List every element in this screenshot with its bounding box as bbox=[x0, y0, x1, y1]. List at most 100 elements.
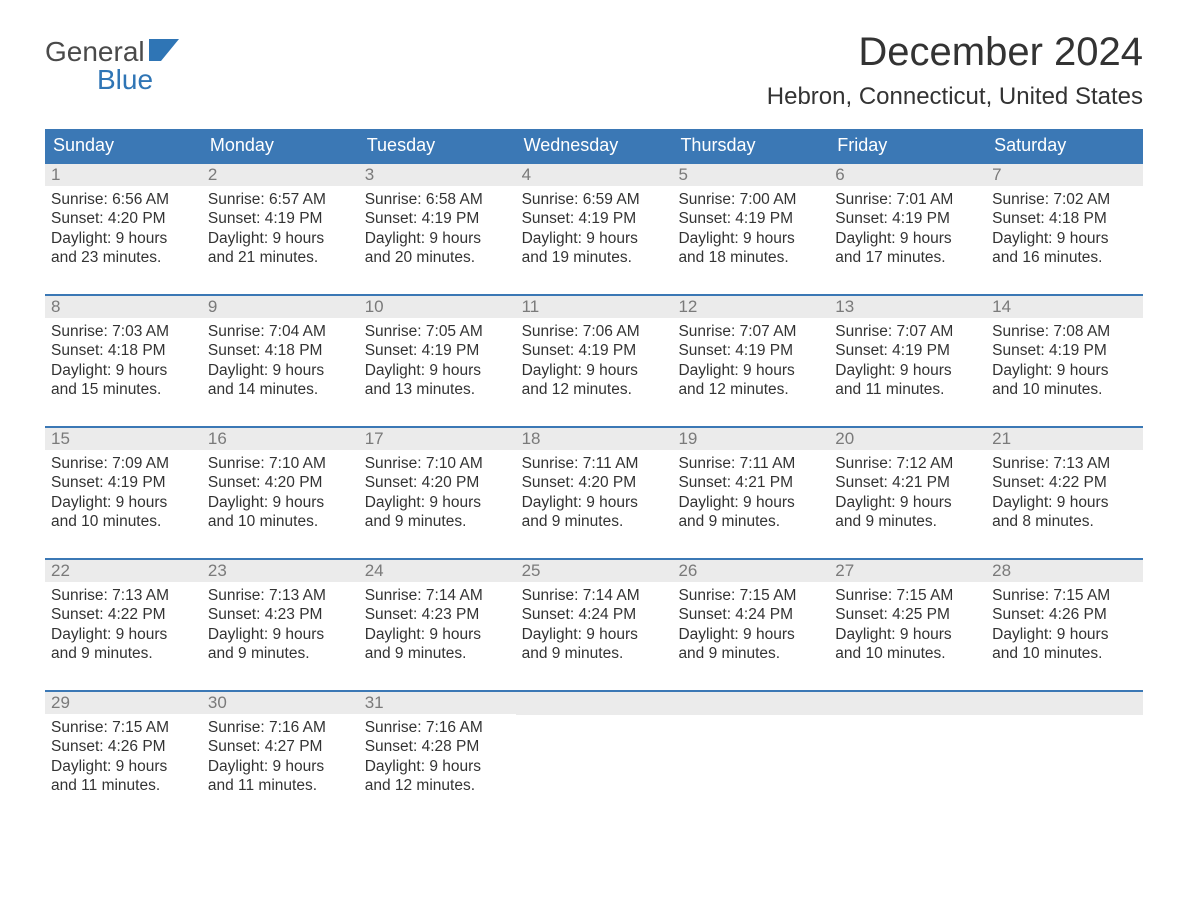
day-number: 17 bbox=[359, 428, 516, 450]
day-number: 4 bbox=[516, 164, 673, 186]
day-d2: and 12 minutes. bbox=[365, 776, 510, 795]
day-sunset: Sunset: 4:26 PM bbox=[51, 737, 196, 756]
day-cell: 13Sunrise: 7:07 AMSunset: 4:19 PMDayligh… bbox=[829, 296, 986, 418]
week-row: 15Sunrise: 7:09 AMSunset: 4:19 PMDayligh… bbox=[45, 426, 1143, 550]
day-d2: and 21 minutes. bbox=[208, 248, 353, 267]
day-d1: Daylight: 9 hours bbox=[365, 625, 510, 644]
day-sunrise: Sunrise: 7:06 AM bbox=[522, 322, 667, 341]
day-header-row: Sunday Monday Tuesday Wednesday Thursday… bbox=[45, 129, 1143, 162]
day-cell: 8Sunrise: 7:03 AMSunset: 4:18 PMDaylight… bbox=[45, 296, 202, 418]
day-body: Sunrise: 7:13 AMSunset: 4:23 PMDaylight:… bbox=[202, 582, 359, 670]
day-cell bbox=[516, 692, 673, 814]
day-cell: 12Sunrise: 7:07 AMSunset: 4:19 PMDayligh… bbox=[672, 296, 829, 418]
day-d1: Daylight: 9 hours bbox=[365, 493, 510, 512]
day-header-fri: Friday bbox=[829, 129, 986, 162]
day-d2: and 11 minutes. bbox=[51, 776, 196, 795]
day-cell: 9Sunrise: 7:04 AMSunset: 4:18 PMDaylight… bbox=[202, 296, 359, 418]
day-sunset: Sunset: 4:19 PM bbox=[835, 209, 980, 228]
day-body: Sunrise: 7:11 AMSunset: 4:21 PMDaylight:… bbox=[672, 450, 829, 538]
day-body: Sunrise: 7:09 AMSunset: 4:19 PMDaylight:… bbox=[45, 450, 202, 538]
day-d2: and 9 minutes. bbox=[522, 644, 667, 663]
day-cell: 1Sunrise: 6:56 AMSunset: 4:20 PMDaylight… bbox=[45, 164, 202, 286]
day-d2: and 11 minutes. bbox=[208, 776, 353, 795]
day-number: 6 bbox=[829, 164, 986, 186]
day-d1: Daylight: 9 hours bbox=[992, 625, 1137, 644]
weeks-container: 1Sunrise: 6:56 AMSunset: 4:20 PMDaylight… bbox=[45, 162, 1143, 814]
day-cell: 19Sunrise: 7:11 AMSunset: 4:21 PMDayligh… bbox=[672, 428, 829, 550]
logo: General Blue bbox=[45, 30, 179, 94]
day-cell bbox=[672, 692, 829, 814]
day-sunrise: Sunrise: 7:13 AM bbox=[51, 586, 196, 605]
day-d2: and 9 minutes. bbox=[365, 644, 510, 663]
day-sunrise: Sunrise: 7:16 AM bbox=[365, 718, 510, 737]
day-sunset: Sunset: 4:18 PM bbox=[208, 341, 353, 360]
title-block: December 2024 Hebron, Connecticut, Unite… bbox=[767, 30, 1143, 111]
day-sunrise: Sunrise: 7:04 AM bbox=[208, 322, 353, 341]
day-body: Sunrise: 7:01 AMSunset: 4:19 PMDaylight:… bbox=[829, 186, 986, 274]
day-sunset: Sunset: 4:19 PM bbox=[365, 341, 510, 360]
day-d1: Daylight: 9 hours bbox=[835, 625, 980, 644]
day-d2: and 11 minutes. bbox=[835, 380, 980, 399]
day-number: 25 bbox=[516, 560, 673, 582]
day-d1: Daylight: 9 hours bbox=[522, 493, 667, 512]
day-number: 11 bbox=[516, 296, 673, 318]
logo-flag-icon bbox=[149, 38, 179, 66]
day-cell: 22Sunrise: 7:13 AMSunset: 4:22 PMDayligh… bbox=[45, 560, 202, 682]
day-d1: Daylight: 9 hours bbox=[208, 229, 353, 248]
day-d2: and 12 minutes. bbox=[678, 380, 823, 399]
day-d1: Daylight: 9 hours bbox=[835, 361, 980, 380]
day-cell: 3Sunrise: 6:58 AMSunset: 4:19 PMDaylight… bbox=[359, 164, 516, 286]
day-cell: 21Sunrise: 7:13 AMSunset: 4:22 PMDayligh… bbox=[986, 428, 1143, 550]
day-body: Sunrise: 7:15 AMSunset: 4:25 PMDaylight:… bbox=[829, 582, 986, 670]
day-body: Sunrise: 7:15 AMSunset: 4:24 PMDaylight:… bbox=[672, 582, 829, 670]
day-sunrise: Sunrise: 7:12 AM bbox=[835, 454, 980, 473]
day-body: Sunrise: 7:07 AMSunset: 4:19 PMDaylight:… bbox=[672, 318, 829, 406]
day-number: 28 bbox=[986, 560, 1143, 582]
day-d2: and 10 minutes. bbox=[51, 512, 196, 531]
day-cell: 16Sunrise: 7:10 AMSunset: 4:20 PMDayligh… bbox=[202, 428, 359, 550]
location: Hebron, Connecticut, United States bbox=[767, 83, 1143, 111]
day-d1: Daylight: 9 hours bbox=[522, 625, 667, 644]
day-number: 7 bbox=[986, 164, 1143, 186]
day-header-wed: Wednesday bbox=[516, 129, 673, 162]
day-body: Sunrise: 7:11 AMSunset: 4:20 PMDaylight:… bbox=[516, 450, 673, 538]
day-header-thu: Thursday bbox=[672, 129, 829, 162]
day-d1: Daylight: 9 hours bbox=[208, 757, 353, 776]
day-sunrise: Sunrise: 7:14 AM bbox=[522, 586, 667, 605]
day-sunset: Sunset: 4:22 PM bbox=[992, 473, 1137, 492]
day-number: 3 bbox=[359, 164, 516, 186]
day-number bbox=[986, 692, 1143, 715]
day-number bbox=[516, 692, 673, 715]
day-sunrise: Sunrise: 7:11 AM bbox=[522, 454, 667, 473]
day-sunrise: Sunrise: 7:13 AM bbox=[992, 454, 1137, 473]
day-sunrise: Sunrise: 6:59 AM bbox=[522, 190, 667, 209]
day-body: Sunrise: 7:16 AMSunset: 4:28 PMDaylight:… bbox=[359, 714, 516, 802]
day-cell bbox=[829, 692, 986, 814]
day-cell: 28Sunrise: 7:15 AMSunset: 4:26 PMDayligh… bbox=[986, 560, 1143, 682]
day-sunset: Sunset: 4:21 PM bbox=[678, 473, 823, 492]
day-sunrise: Sunrise: 7:08 AM bbox=[992, 322, 1137, 341]
day-d1: Daylight: 9 hours bbox=[678, 229, 823, 248]
day-d2: and 16 minutes. bbox=[992, 248, 1137, 267]
day-sunrise: Sunrise: 7:07 AM bbox=[835, 322, 980, 341]
day-number: 20 bbox=[829, 428, 986, 450]
day-number: 12 bbox=[672, 296, 829, 318]
day-body: Sunrise: 7:15 AMSunset: 4:26 PMDaylight:… bbox=[986, 582, 1143, 670]
day-d2: and 14 minutes. bbox=[208, 380, 353, 399]
week-row: 8Sunrise: 7:03 AMSunset: 4:18 PMDaylight… bbox=[45, 294, 1143, 418]
day-d1: Daylight: 9 hours bbox=[51, 493, 196, 512]
day-sunrise: Sunrise: 7:13 AM bbox=[208, 586, 353, 605]
day-sunset: Sunset: 4:19 PM bbox=[992, 341, 1137, 360]
day-d1: Daylight: 9 hours bbox=[365, 757, 510, 776]
day-d2: and 9 minutes. bbox=[208, 644, 353, 663]
day-cell: 10Sunrise: 7:05 AMSunset: 4:19 PMDayligh… bbox=[359, 296, 516, 418]
day-d2: and 9 minutes. bbox=[51, 644, 196, 663]
day-sunset: Sunset: 4:25 PM bbox=[835, 605, 980, 624]
day-cell: 2Sunrise: 6:57 AMSunset: 4:19 PMDaylight… bbox=[202, 164, 359, 286]
day-cell: 23Sunrise: 7:13 AMSunset: 4:23 PMDayligh… bbox=[202, 560, 359, 682]
day-d2: and 9 minutes. bbox=[678, 644, 823, 663]
day-number: 14 bbox=[986, 296, 1143, 318]
day-number: 21 bbox=[986, 428, 1143, 450]
day-sunrise: Sunrise: 7:02 AM bbox=[992, 190, 1137, 209]
logo-text-top: General bbox=[45, 38, 145, 66]
